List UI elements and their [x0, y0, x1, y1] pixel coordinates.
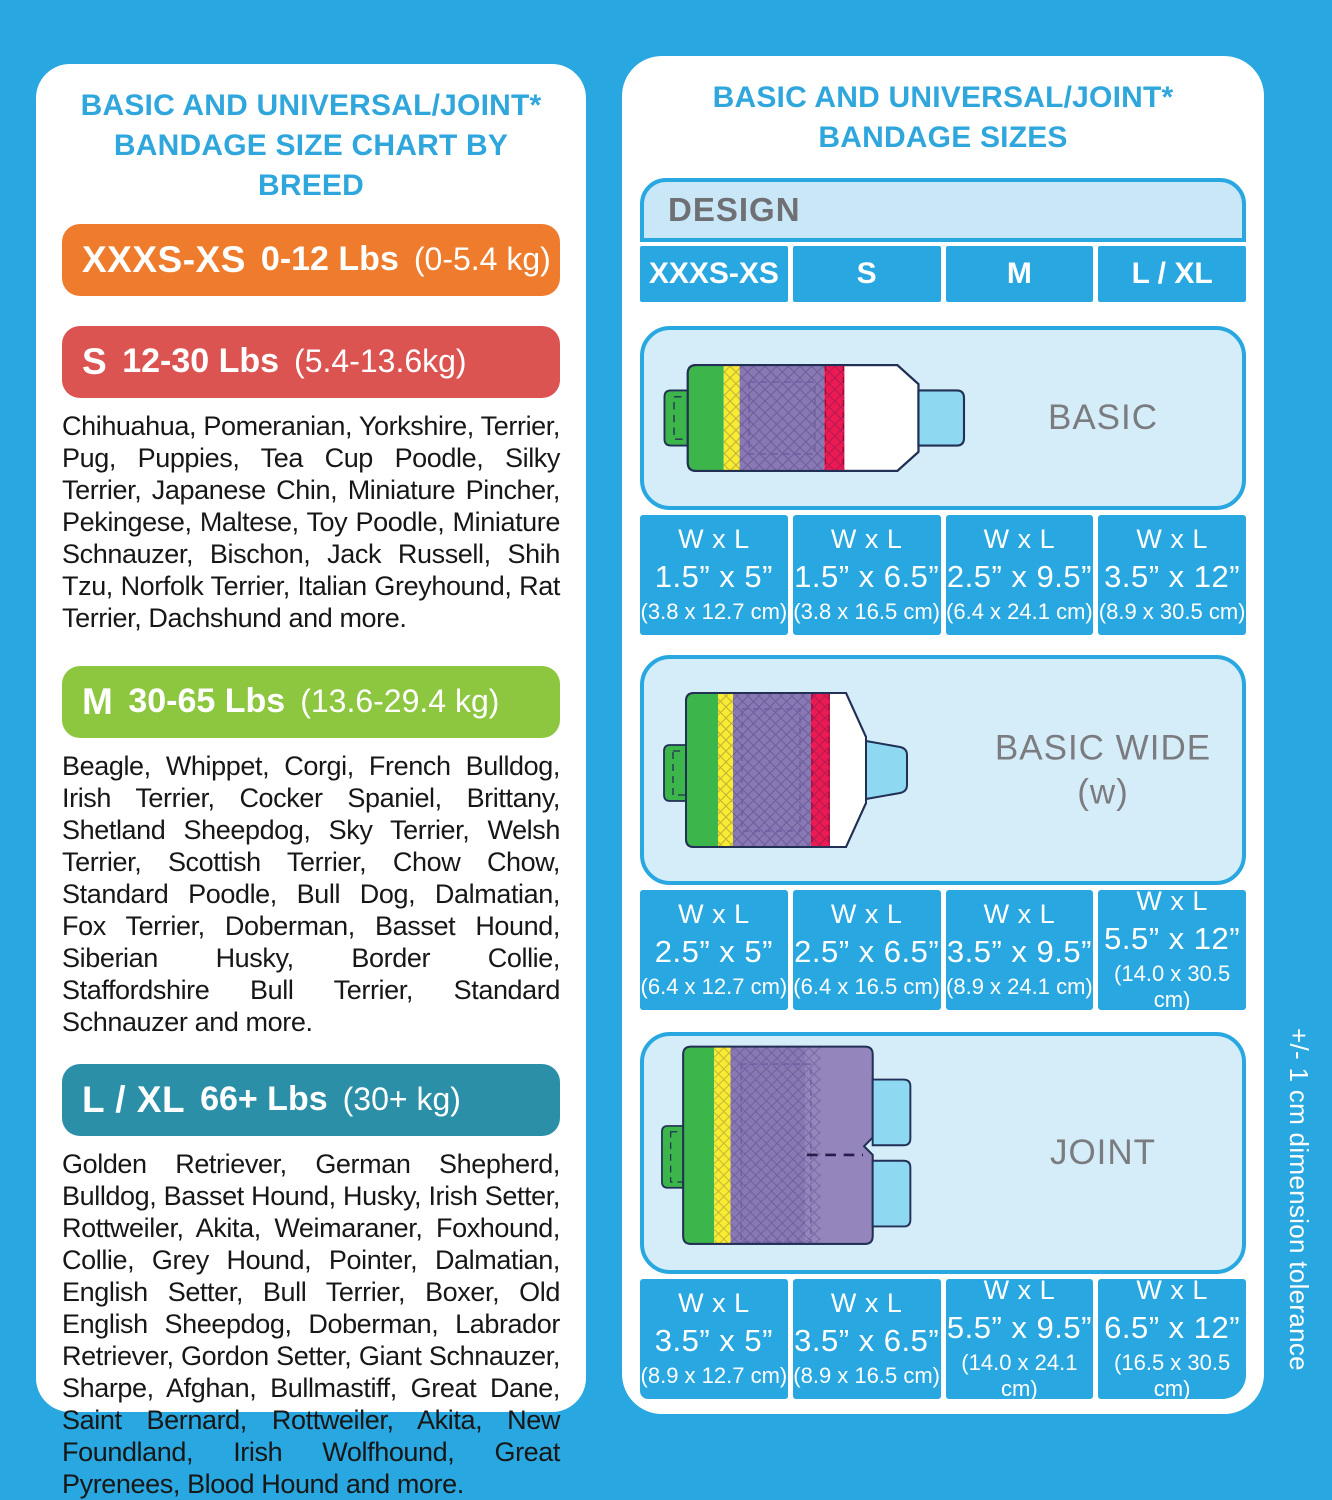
size-cell: W x L 3.5” x 6.5” (8.9 x 16.5 cm) — [792, 1278, 941, 1399]
breed-chart-title: BASIC AND UNIVERSAL/JOINT* BANDAGE SIZE … — [62, 86, 560, 206]
dimension-tolerance-note: +/- 1 cm dimension tolerance — [1284, 1028, 1314, 1371]
size-label: XXXS-XS — [82, 238, 246, 280]
column-header-xxxs-xs: XXXS-XS — [640, 245, 788, 302]
green-band — [683, 1046, 715, 1244]
breed-chart-title-line2: BANDAGE SIZE CHART BY BREED — [113, 128, 509, 202]
breed-list-l-xl: Golden Retriever, German Shepherd, Bulld… — [62, 1148, 560, 1499]
size-cell: W x L 1.5” x 6.5” (3.8 x 16.5 cm) — [792, 514, 941, 635]
size-banner-m: M 30-65 Lbs (13.6-29.4 kg) — [62, 665, 560, 738]
column-header-m: M — [945, 245, 1094, 302]
column-header-s: S — [792, 245, 941, 302]
sizes-title-line1: BASIC AND UNIVERSAL/JOINT* — [712, 81, 1174, 114]
size-cell: W x L 5.5” x 12” (14.0 x 30.5 cm) — [1098, 886, 1246, 1012]
size-banner-l-xl: L / XL 66+ Lbs (30+ kg) — [62, 1063, 560, 1136]
size-cell: W x L 5.5” x 9.5” (14.0 x 24.1 cm) — [945, 1275, 1094, 1402]
size-cell: W x L 2.5” x 9.5” (6.4 x 24.1 cm) — [945, 514, 1094, 635]
size-row-basic-wide: W x L 2.5” x 5” (6.4 x 12.7 cm) W x L 2.… — [640, 886, 1246, 1012]
design-row-basic-wide: BASIC WIDE (w) — [640, 654, 1246, 885]
size-cell: W x L 2.5” x 5” (6.4 x 12.7 cm) — [640, 889, 788, 1010]
weight-kg: (5.4-13.6kg) — [294, 343, 467, 380]
weight-kg: (30+ kg) — [342, 1081, 461, 1118]
size-cell: W x L 3.5” x 5” (8.9 x 12.7 cm) — [640, 1278, 788, 1399]
blue-adhesive-tab-top — [871, 1078, 912, 1147]
size-cell: W x L 3.5” x 9.5” (8.9 x 24.1 cm) — [945, 889, 1094, 1010]
size-label: L / XL — [82, 1078, 186, 1120]
design-row-joint: JOINT — [640, 1031, 1246, 1274]
blue-adhesive-tab-bottom — [871, 1159, 912, 1228]
breed-chart-panel: BASIC AND UNIVERSAL/JOINT* BANDAGE SIZE … — [36, 64, 586, 1499]
design-column-header: DESIGN — [640, 177, 1246, 242]
weight-lbs: 0-12 Lbs — [260, 240, 399, 279]
design-label-basic: BASIC — [1047, 397, 1159, 437]
size-cell: W x L 1.5” x 5” (3.8 x 12.7 cm) — [640, 514, 788, 635]
design-label-joint: JOINT — [1049, 1132, 1157, 1172]
size-cell: W x L 3.5” x 12” (8.9 x 30.5 cm) — [1098, 514, 1246, 635]
size-row-basic: W x L 1.5” x 5” (3.8 x 12.7 cm) W x L 1.… — [640, 514, 1246, 635]
breed-list-m: Beagle, Whippet, Corgi, French Bulldog, … — [62, 750, 560, 1037]
joint-bandage-illustration — [661, 1045, 912, 1245]
size-banner-xxxs-xs: XXXS-XS 0-12 Lbs (0-5.4 kg) — [62, 223, 560, 296]
breed-list-s: Chihuahua, Pomeranian, Yorkshire, Terrie… — [62, 410, 560, 633]
basic-wide-bandage-illustration — [663, 691, 908, 848]
size-cell: W x L 2.5” x 6.5” (6.4 x 16.5 cm) — [792, 889, 941, 1010]
weight-lbs: 12-30 Lbs — [122, 342, 280, 381]
design-row-basic: BASIC — [640, 325, 1246, 510]
sizes-title-line2: BANDAGE SIZES — [818, 120, 1068, 154]
green-band — [686, 692, 718, 847]
basic-bandage-illustration — [663, 363, 966, 472]
design-label-basic-wide: BASIC WIDE (w) — [994, 728, 1212, 811]
weight-kg: (0-5.4 kg) — [413, 241, 551, 278]
sizes-title: BASIC AND UNIVERSAL/JOINT* BANDAGE SIZES — [640, 78, 1246, 158]
size-label: S — [82, 340, 108, 382]
size-row-joint: W x L 3.5” x 5” (8.9 x 12.7 cm) W x L 3.… — [640, 1275, 1246, 1402]
weight-lbs: 30-65 Lbs — [128, 682, 286, 721]
breed-chart-title-line1: BASIC AND UNIVERSAL/JOINT* — [80, 89, 542, 122]
bandage-sizes-panel: BASIC AND UNIVERSAL/JOINT* BANDAGE SIZES… — [622, 56, 1264, 1414]
size-column-header-row: XXXS-XS S M L / XL — [640, 245, 1246, 302]
blue-adhesive-tab — [865, 739, 908, 800]
size-cell: W x L 6.5” x 12” (16.5 x 30.5 cm) — [1098, 1275, 1246, 1401]
blue-adhesive-tab — [917, 389, 966, 447]
size-banner-s: S 12-30 Lbs (5.4-13.6kg) — [62, 325, 560, 398]
weight-kg: (13.6-29.4 kg) — [300, 683, 500, 720]
weight-lbs: 66+ Lbs — [200, 1080, 328, 1119]
size-label: M — [82, 680, 114, 722]
green-band — [687, 364, 724, 471]
column-header-l-xl: L / XL — [1098, 245, 1246, 302]
